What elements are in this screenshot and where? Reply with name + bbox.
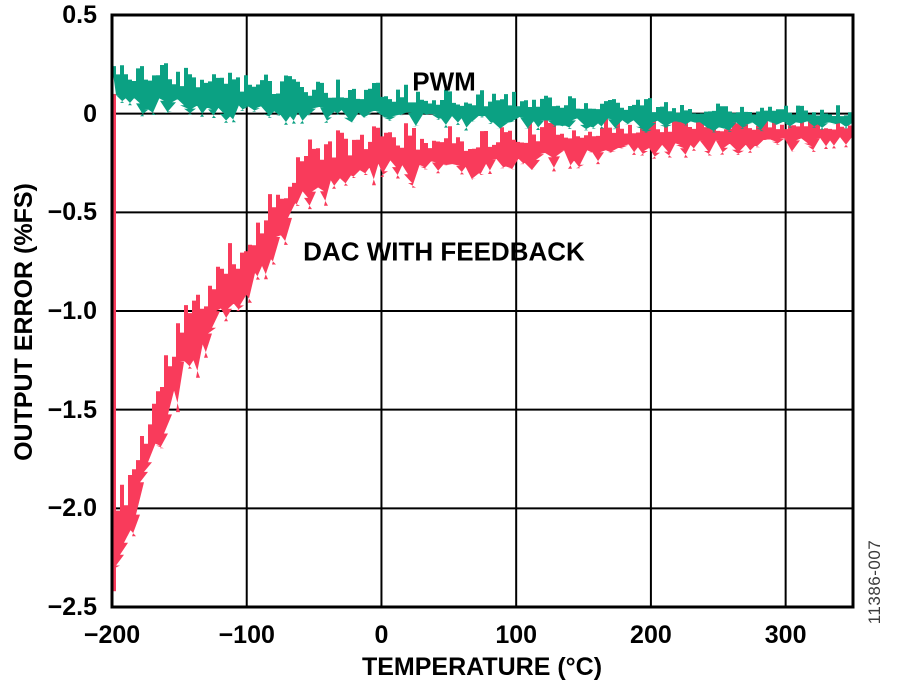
plot-border <box>110 13 855 609</box>
x-tick-label: 200 <box>630 621 672 649</box>
y-tick-label: −1.0 <box>47 297 97 325</box>
x-axis-title: TEMPERATURE (°C) <box>361 653 603 681</box>
x-tick-label: −200 <box>83 621 141 649</box>
x-tick-label: −100 <box>218 621 275 649</box>
x-tick-label: 100 <box>495 621 538 649</box>
series-band-dac <box>112 116 853 570</box>
y-tick-label: −2.5 <box>47 593 97 621</box>
y-tick-label: −0.5 <box>47 198 97 227</box>
y-tick-label: 0 <box>83 99 97 128</box>
y-tick-label: −1.5 <box>47 395 97 424</box>
figure-number-watermark: 11386-007 <box>865 539 884 625</box>
series-label-dac: DAC WITH FEEDBACK <box>303 236 585 267</box>
y-tick-label: 0.5 <box>62 1 97 29</box>
y-tick-label: −2.0 <box>47 494 97 523</box>
series-band-pwm <box>112 63 853 133</box>
x-tick-label: 0 <box>374 621 389 649</box>
x-tick-label: 300 <box>764 621 807 649</box>
series-label-pwm: PWM <box>412 66 476 97</box>
dac-startup-spike <box>112 93 116 592</box>
